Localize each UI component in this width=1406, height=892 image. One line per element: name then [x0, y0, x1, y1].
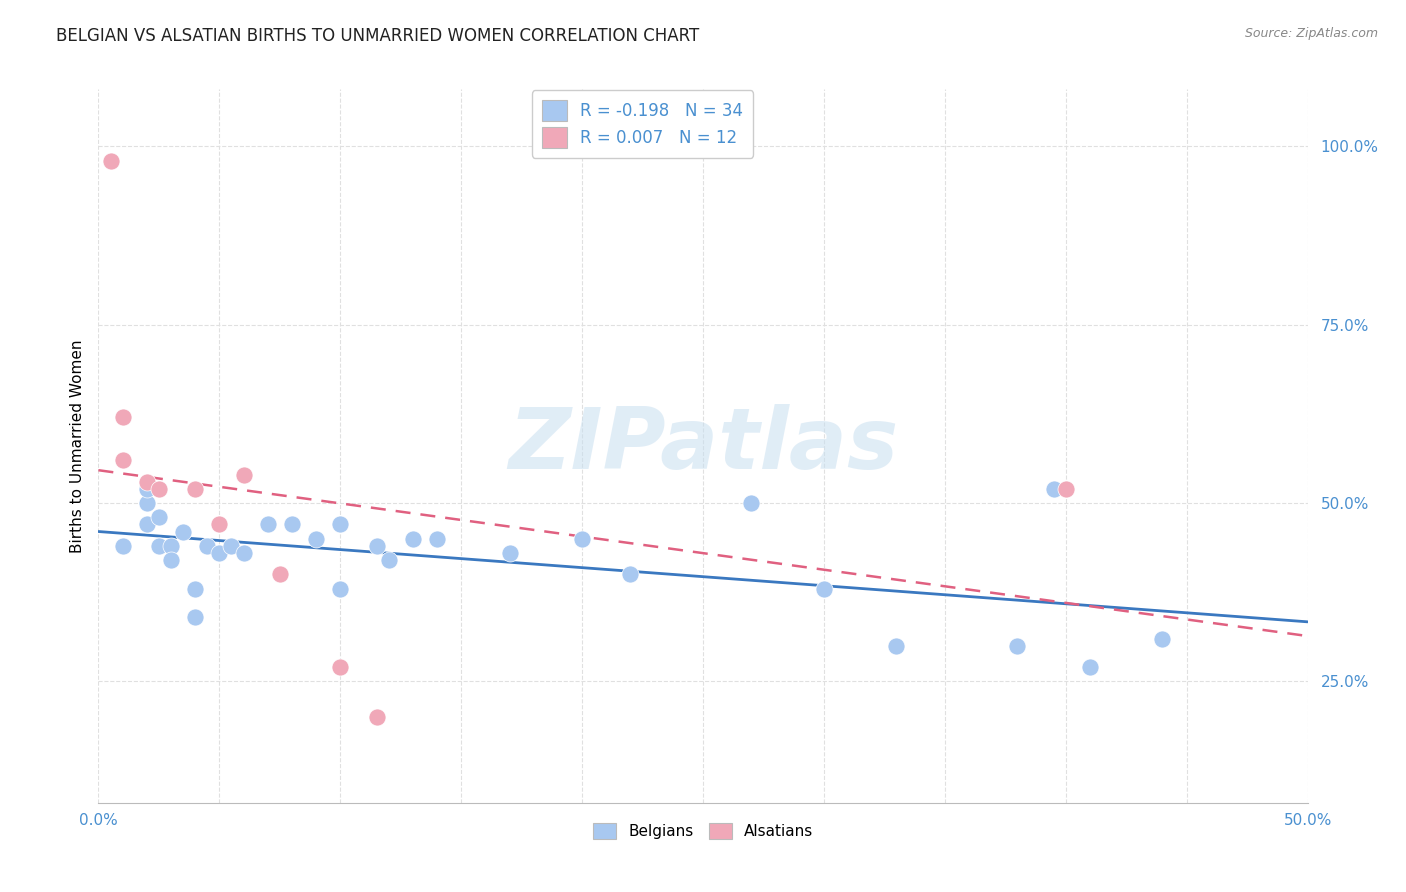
Point	[232, 467, 254, 482]
Point	[195, 539, 218, 553]
Text: BELGIAN VS ALSATIAN BIRTHS TO UNMARRIED WOMEN CORRELATION CHART: BELGIAN VS ALSATIAN BIRTHS TO UNMARRIED …	[56, 27, 700, 45]
Point	[135, 496, 157, 510]
Point	[1152, 632, 1174, 646]
Point	[148, 510, 170, 524]
Point	[366, 710, 388, 724]
Point	[1078, 660, 1101, 674]
Point	[184, 610, 207, 624]
Text: Source: ZipAtlas.com: Source: ZipAtlas.com	[1244, 27, 1378, 40]
Point	[111, 539, 134, 553]
Point	[305, 532, 328, 546]
Point	[813, 582, 835, 596]
Point	[135, 517, 157, 532]
Point	[256, 517, 278, 532]
Point	[111, 453, 134, 467]
Text: ZIPatlas: ZIPatlas	[508, 404, 898, 488]
Point	[208, 546, 231, 560]
Point	[184, 482, 207, 496]
Point	[269, 567, 291, 582]
Point	[111, 410, 134, 425]
Point	[135, 475, 157, 489]
Point	[498, 546, 520, 560]
Point	[886, 639, 908, 653]
Point	[160, 553, 183, 567]
Y-axis label: Births to Unmarried Women: Births to Unmarried Women	[69, 339, 84, 553]
Point	[366, 539, 388, 553]
Point	[184, 582, 207, 596]
Point	[221, 539, 243, 553]
Point	[281, 517, 304, 532]
Point	[329, 517, 352, 532]
Point	[402, 532, 425, 546]
Point	[1042, 482, 1064, 496]
Point	[1054, 482, 1077, 496]
Point	[100, 153, 122, 168]
Point	[571, 532, 593, 546]
Point	[208, 517, 231, 532]
Point	[232, 546, 254, 560]
Point	[740, 496, 762, 510]
Point	[426, 532, 449, 546]
Point	[329, 660, 352, 674]
Point	[619, 567, 641, 582]
Point	[172, 524, 194, 539]
Point	[148, 482, 170, 496]
Point	[1007, 639, 1029, 653]
Point	[377, 553, 399, 567]
Point	[329, 582, 352, 596]
Point	[160, 539, 183, 553]
Legend: Belgians, Alsatians: Belgians, Alsatians	[586, 817, 820, 845]
Point	[148, 539, 170, 553]
Point	[135, 482, 157, 496]
